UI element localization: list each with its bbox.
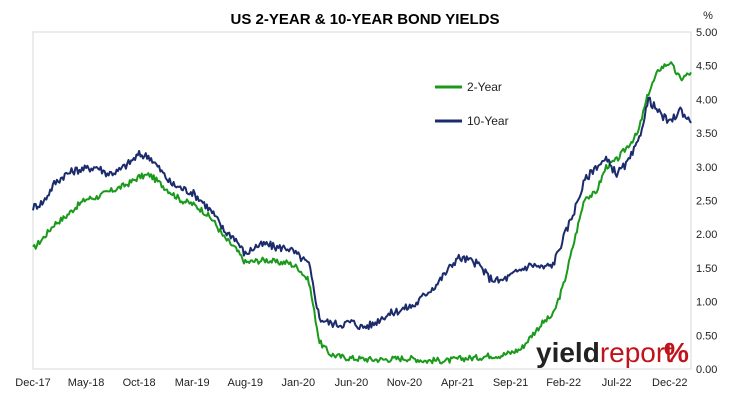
- y-axis: 0.00 0.50 1.00 1.50 2.00 2.50 3.00 3.50 4.00 4.50…: [696, 27, 717, 376]
- y-tick-label: 2.00: [696, 229, 717, 241]
- y-tick-label: 5.00: [696, 27, 717, 39]
- plot-area-frame: [32, 31, 692, 370]
- logo-text-yield: yield: [536, 337, 600, 368]
- x-tick-label: May-18: [68, 377, 105, 389]
- series-layer: [32, 61, 692, 365]
- y-tick-label: 4.00: [696, 94, 717, 106]
- y-tick-label: 3.00: [696, 162, 717, 174]
- y-tick-label: 2.50: [696, 196, 717, 208]
- x-tick-label: Jul-22: [602, 377, 632, 389]
- x-tick-label: Dec-17: [15, 377, 50, 389]
- y-tick-label: 4.50: [696, 61, 717, 73]
- x-tick-label: Feb-22: [546, 377, 581, 389]
- legend-label-2-year: 2-Year: [467, 80, 502, 94]
- logo-text-report: report: [600, 337, 673, 368]
- x-tick-label: Dec-22: [652, 377, 687, 389]
- x-tick-label: Nov-20: [387, 377, 422, 389]
- x-tick-label: Jun-20: [335, 377, 369, 389]
- x-tick-label: Apr-21: [441, 377, 474, 389]
- logo-percent-symbol: %: [664, 337, 689, 368]
- y-tick-label: 3.50: [696, 128, 717, 140]
- series-line-10-year: [32, 96, 692, 331]
- x-axis: Dec-17 May-18 Oct-18 Mar-19 Aug-19 Jan-20 Jun-…: [15, 377, 687, 389]
- y-tick-label: 1.50: [696, 263, 717, 275]
- x-tick-label: Mar-19: [175, 377, 210, 389]
- legend: 2-Year 10-Year: [435, 80, 509, 128]
- x-tick-label: Jan-20: [282, 377, 316, 389]
- y-tick-label: 0.50: [696, 330, 717, 342]
- chart-title: US 2-YEAR & 10-YEAR BOND YIELDS: [231, 11, 500, 28]
- svg-text:yieldreport: yieldreport: [536, 337, 673, 368]
- x-tick-label: Sep-21: [493, 377, 528, 389]
- x-tick-label: Oct-18: [123, 377, 156, 389]
- yieldreport-logo: yieldreport %: [536, 337, 689, 368]
- y-tick-label: 1.00: [696, 297, 717, 309]
- legend-label-10-year: 10-Year: [467, 114, 509, 128]
- y-tick-label: 0.00: [696, 364, 717, 376]
- x-tick-label: Aug-19: [228, 377, 263, 389]
- y-axis-unit-label: %: [703, 10, 713, 22]
- series-line-2-year: [32, 61, 692, 365]
